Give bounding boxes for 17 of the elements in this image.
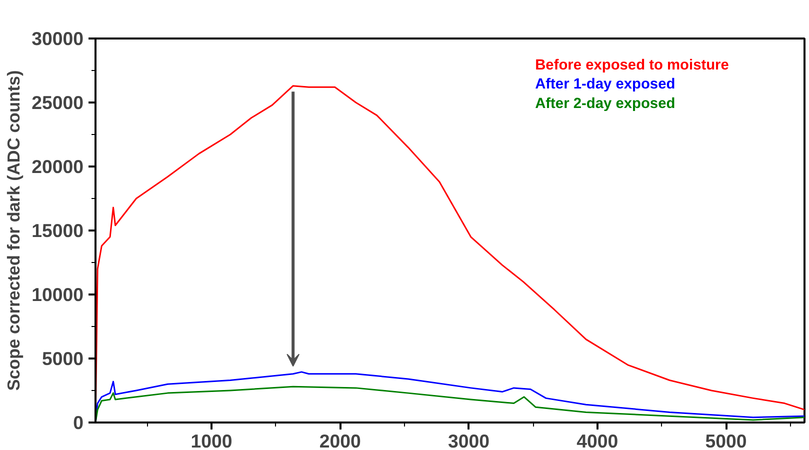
text: After 1-day exposed <box>535 76 676 93</box>
x-tick-label: 4000 <box>576 430 618 450</box>
line-series <box>96 386 804 422</box>
y-tick-label: 30000 <box>32 28 84 49</box>
y-axis-title: Scope corrected for dark (ADC counts) <box>4 70 24 391</box>
x-tick-label: 1000 <box>190 430 232 450</box>
y-tick-label: 10000 <box>32 284 84 305</box>
x-tick-label: 2000 <box>319 430 361 450</box>
text: Before exposed to moisture <box>535 57 729 74</box>
y-tick-label: 20000 <box>32 156 84 177</box>
y-tick-label: 0 <box>73 412 84 433</box>
text: After 2-day exposed <box>535 96 676 112</box>
y-tick-label: 15000 <box>32 220 84 241</box>
y-tick-label: 25000 <box>32 92 84 113</box>
x-tick-label: 3000 <box>448 430 490 450</box>
y-tick-label: 5000 <box>42 348 84 369</box>
x-tick-label: 5000 <box>705 430 747 450</box>
